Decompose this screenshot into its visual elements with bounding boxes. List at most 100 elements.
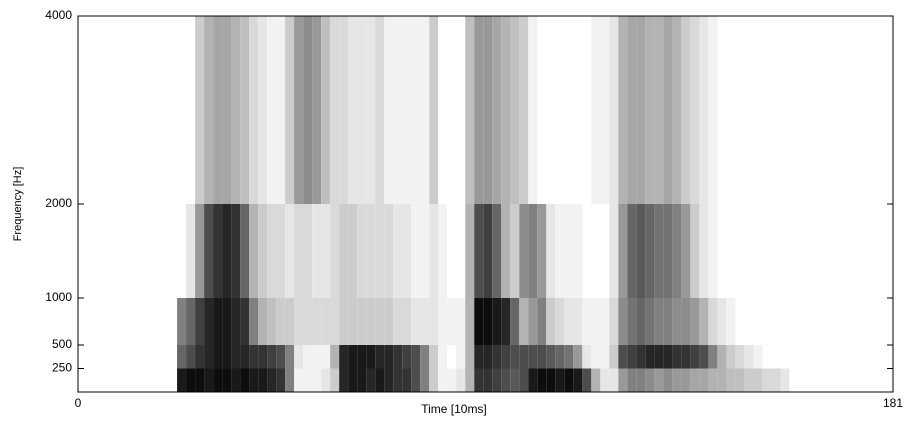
spectrogram-cell — [177, 16, 187, 204]
spectrogram-cell — [789, 368, 799, 392]
spectrogram-cell — [501, 16, 511, 204]
spectrogram-cell — [456, 204, 466, 298]
spectrogram-cell — [186, 204, 196, 298]
spectrogram-cell — [402, 16, 412, 204]
spectrogram-cell — [483, 204, 493, 298]
spectrogram-cell — [609, 368, 619, 392]
spectrogram-cell — [555, 204, 565, 298]
spectrogram-cell — [654, 204, 664, 298]
spectrogram-cell — [789, 298, 799, 345]
spectrogram-cell — [213, 204, 223, 298]
spectrogram-cell — [681, 345, 691, 369]
spectrogram-cell — [753, 16, 763, 204]
spectrogram-cell — [627, 345, 637, 369]
spectrogram-cell — [375, 368, 385, 392]
spectrogram-cell — [168, 16, 178, 204]
spectrogram-cell — [600, 298, 610, 345]
spectrogram-cell — [240, 368, 250, 392]
spectrogram-cell — [267, 368, 277, 392]
spectrogram-cell — [771, 298, 781, 345]
spectrogram-cell — [717, 204, 727, 298]
spectrogram-cell — [519, 16, 529, 204]
spectrogram-cell — [789, 204, 799, 298]
spectrogram-cell — [519, 298, 529, 345]
spectrogram-cell — [276, 345, 286, 369]
spectrogram-cell — [609, 204, 619, 298]
spectrogram-cell — [528, 368, 538, 392]
spectrogram-cell — [663, 298, 673, 345]
spectrogram-cell — [465, 298, 475, 345]
spectrogram-cell — [474, 204, 484, 298]
spectrogram-cell — [267, 16, 277, 204]
spectrogram-cell — [672, 368, 682, 392]
spectrogram-cell — [627, 204, 637, 298]
spectrogram-cell — [249, 298, 259, 345]
spectrogram-cell — [321, 204, 331, 298]
spectrogram-cell — [501, 298, 511, 345]
spectrogram-cell — [573, 345, 583, 369]
spectrogram-cell — [573, 16, 583, 204]
spectrogram-cell — [303, 204, 313, 298]
spectrogram-cell — [735, 298, 745, 345]
spectrogram-cell — [699, 368, 709, 392]
spectrogram-cell — [420, 16, 430, 204]
spectrogram-cell — [654, 345, 664, 369]
y-tick-label: 500 — [52, 337, 72, 351]
spectrogram-cell — [375, 298, 385, 345]
spectrogram-cell — [168, 345, 178, 369]
spectrogram-cell — [654, 16, 664, 204]
spectrogram-cell — [492, 16, 502, 204]
spectrogram-cell — [411, 345, 421, 369]
spectrogram-cell — [672, 204, 682, 298]
spectrogram-cell — [168, 298, 178, 345]
spectrogram-cell — [195, 368, 205, 392]
spectrogram-cell — [384, 368, 394, 392]
spectrogram-cell — [231, 298, 241, 345]
spectrogram-cell — [186, 345, 196, 369]
spectrogram-cell — [483, 16, 493, 204]
spectrogram-cell — [222, 368, 232, 392]
spectrogram-cell — [375, 16, 385, 204]
spectrogram-cell — [555, 298, 565, 345]
spectrogram-cell — [501, 368, 511, 392]
spectrogram-cell — [591, 16, 601, 204]
spectrogram-cell — [699, 298, 709, 345]
y-tick-label: 4000 — [45, 8, 72, 22]
spectrogram-cell — [447, 368, 457, 392]
spectrogram-cell — [681, 298, 691, 345]
spectrogram-cell — [195, 298, 205, 345]
spectrogram-cell — [708, 345, 718, 369]
spectrogram-cell — [708, 16, 718, 204]
spectrogram-cell — [321, 16, 331, 204]
spectrogram-cell — [312, 368, 322, 392]
spectrogram-cell — [726, 204, 736, 298]
spectrogram-cell — [735, 368, 745, 392]
spectrogram-cell — [753, 298, 763, 345]
spectrogram-cell — [330, 368, 340, 392]
spectrogram-cell — [546, 16, 556, 204]
spectrogram-cell — [348, 345, 358, 369]
spectrogram-cell — [177, 345, 187, 369]
spectrogram-cell — [726, 345, 736, 369]
spectrogram-cell — [285, 204, 295, 298]
spectrogram-cell — [213, 298, 223, 345]
spectrogram-cell — [600, 204, 610, 298]
spectrogram-cell — [645, 204, 655, 298]
spectrogram-cell — [456, 345, 466, 369]
spectrogram-cell — [285, 368, 295, 392]
spectrogram-cell — [528, 16, 538, 204]
spectrogram-cell — [564, 204, 574, 298]
spectrogram-cell — [330, 298, 340, 345]
spectrogram-cell — [285, 345, 295, 369]
spectrogram-cell — [411, 368, 421, 392]
spectrogram-cell — [690, 16, 700, 204]
spectrogram-cell — [726, 16, 736, 204]
spectrogram-cell — [645, 298, 655, 345]
spectrogram-cell — [348, 298, 358, 345]
spectrogram-cell — [438, 368, 448, 392]
spectrogram-cell — [231, 368, 241, 392]
spectrogram-cell — [753, 345, 763, 369]
spectrogram-cell — [744, 298, 754, 345]
spectrogram-cells — [168, 16, 799, 392]
spectrogram-cell — [528, 298, 538, 345]
